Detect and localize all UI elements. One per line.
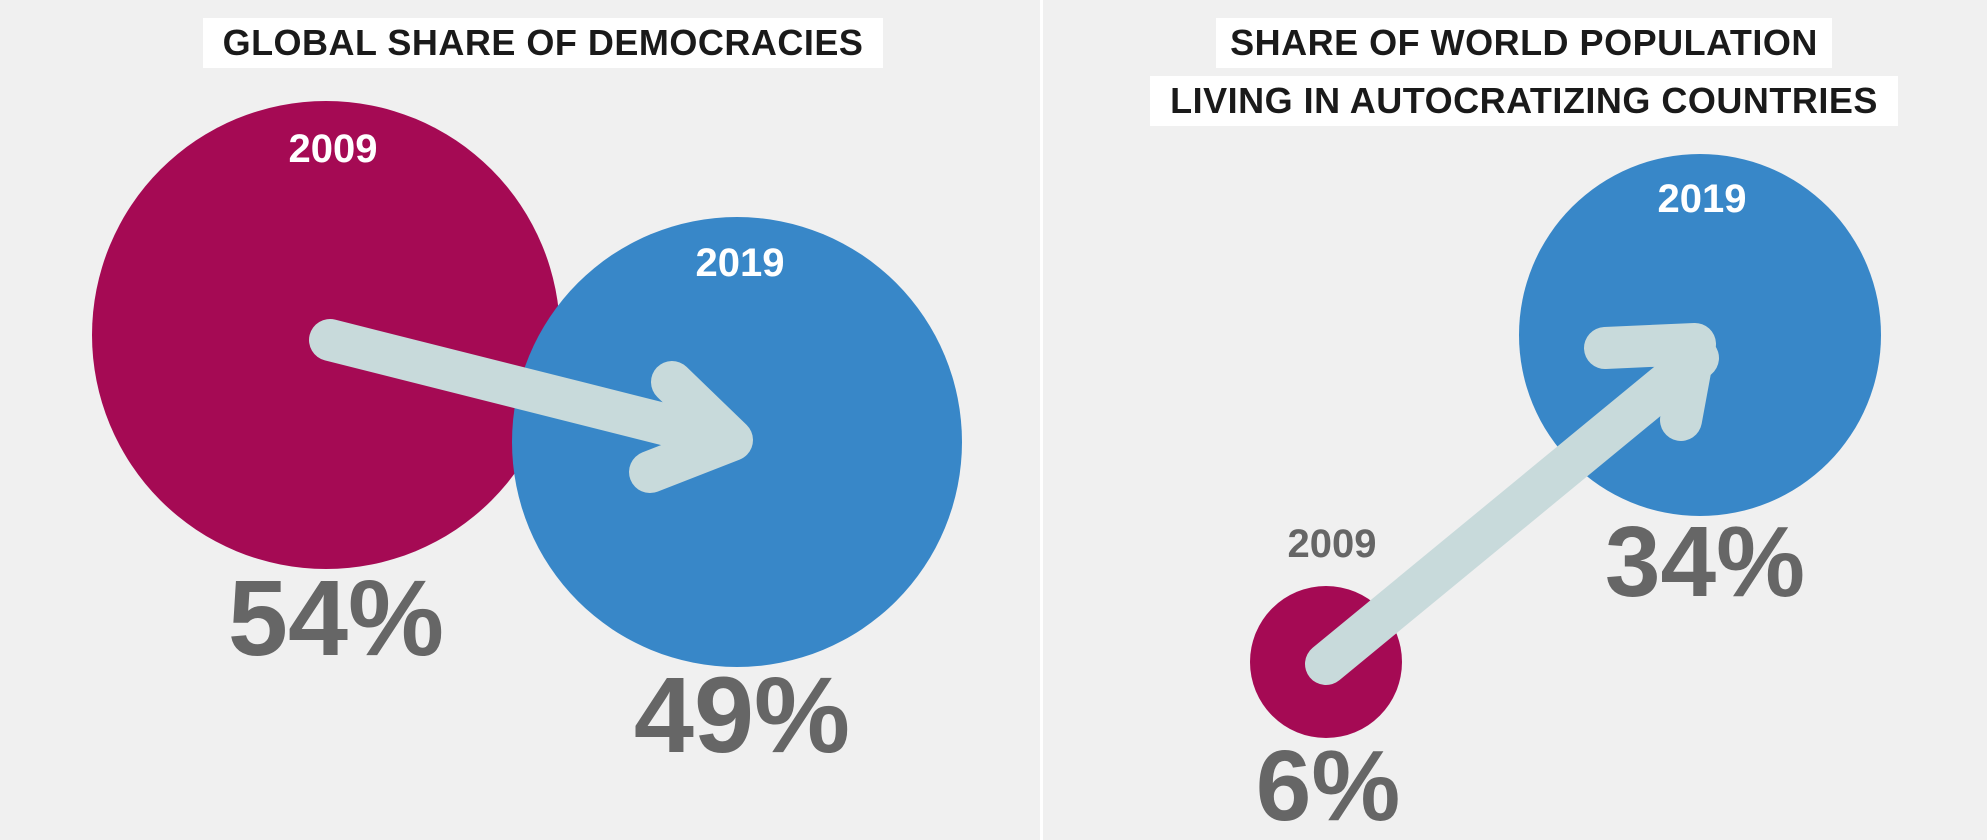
panel-divider xyxy=(1040,0,1043,840)
bubble-chart-autocratizing: 2019 2009 34% 6% xyxy=(1250,154,1881,840)
chart-title-line-1: SHARE OF WORLD POPULATION xyxy=(1216,18,1832,68)
value-label-2009: 54% xyxy=(228,557,444,678)
year-label-2009: 2009 xyxy=(289,127,378,171)
value-label-2009: 6% xyxy=(1256,730,1401,840)
chart-title-line-2: LIVING IN AUTOCRATIZING COUNTRIES xyxy=(1150,76,1898,126)
chart-title: GLOBAL SHARE OF DEMOCRACIES xyxy=(203,18,883,68)
year-label-2009: 2009 xyxy=(1288,522,1377,566)
bubble-chart-democracies: 2009 2019 54% 49% xyxy=(92,101,962,775)
arrow-icon xyxy=(1305,323,1719,685)
year-label-2019: 2019 xyxy=(696,241,785,285)
chart-autocratizing-population: SHARE OF WORLD POPULATION LIVING IN AUTO… xyxy=(1043,0,1987,840)
value-label-2019: 49% xyxy=(634,654,850,775)
arrow-icon xyxy=(309,319,753,493)
chart-democracies: GLOBAL SHARE OF DEMOCRACIES 2009 2019 54… xyxy=(92,18,962,775)
year-label-2019: 2019 xyxy=(1658,177,1747,221)
value-label-2019: 34% xyxy=(1605,506,1805,618)
